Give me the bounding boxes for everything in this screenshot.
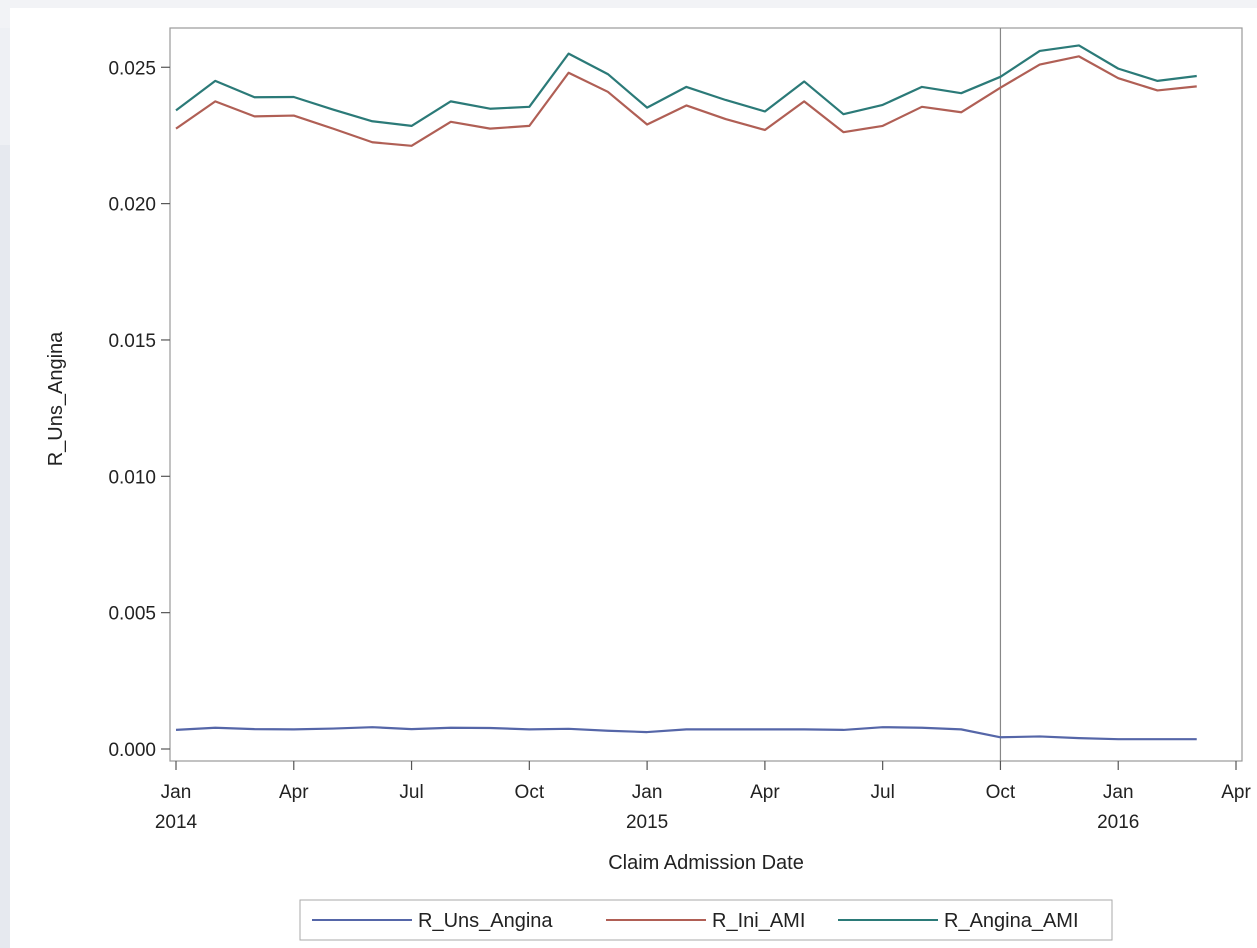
x-tick-label-month: Jul xyxy=(399,782,423,803)
legend-label-r-ini-ami: R_Ini_AMI xyxy=(712,910,805,932)
x-tick-label-year: 2016 xyxy=(1097,812,1139,833)
x-tick-label-month: Jan xyxy=(161,782,192,803)
legend-label-r-angina-ami: R_Angina_AMI xyxy=(944,910,1079,932)
y-tick-label: 0.025 xyxy=(108,58,156,79)
series-line-r-ini-ami xyxy=(175,55,1197,147)
y-axis: 0.000 0.005 0.010 0.015 0.020 0.025 xyxy=(108,58,170,761)
series-line-r-angina-ami xyxy=(175,44,1197,128)
legend-label-r-uns-angina: R_Uns_Angina xyxy=(418,910,553,932)
x-tick-label-month: Apr xyxy=(750,782,780,803)
x-axis-title: Claim Admission Date xyxy=(608,852,804,874)
plot-frame xyxy=(169,27,1243,762)
x-tick-label-month: Jan xyxy=(632,782,663,803)
x-tick-label-year: 2015 xyxy=(626,812,668,833)
x-tick-label-year: 2014 xyxy=(155,812,198,833)
x-tick-label-month: Apr xyxy=(1221,782,1251,803)
series-layer xyxy=(175,44,1197,741)
y-tick-label: 0.000 xyxy=(108,740,156,761)
y-tick-label: 0.020 xyxy=(108,195,156,216)
y-tick-label: 0.015 xyxy=(108,331,156,352)
series-line-r-uns-angina xyxy=(175,726,1197,741)
x-tick-label-month: Jan xyxy=(1103,782,1134,803)
line-chart: 0.000 0.005 0.010 0.015 0.020 0.025 Jan 2014 Ap… xyxy=(45,27,1251,941)
x-tick-label-month: Oct xyxy=(986,782,1016,803)
x-tick-label-month: Oct xyxy=(515,782,545,803)
y-tick-label: 0.010 xyxy=(108,467,156,488)
x-tick-label-month: Jul xyxy=(871,782,895,803)
chart-canvas: 0.000 0.005 0.010 0.015 0.020 0.025 Jan 2014 Ap… xyxy=(10,8,1257,948)
legend: R_Uns_Angina R_Ini_AMI R_Angina_AMI xyxy=(299,899,1113,941)
x-axis: Jan 2014 Apr Jul Oct Jan 2015 Apr Jul Oct Jan 2016 A… xyxy=(155,761,1251,833)
x-tick-label-month: Apr xyxy=(279,782,309,803)
y-axis-title: R_Uns_Angina xyxy=(45,331,67,466)
y-tick-label: 0.005 xyxy=(108,604,156,625)
